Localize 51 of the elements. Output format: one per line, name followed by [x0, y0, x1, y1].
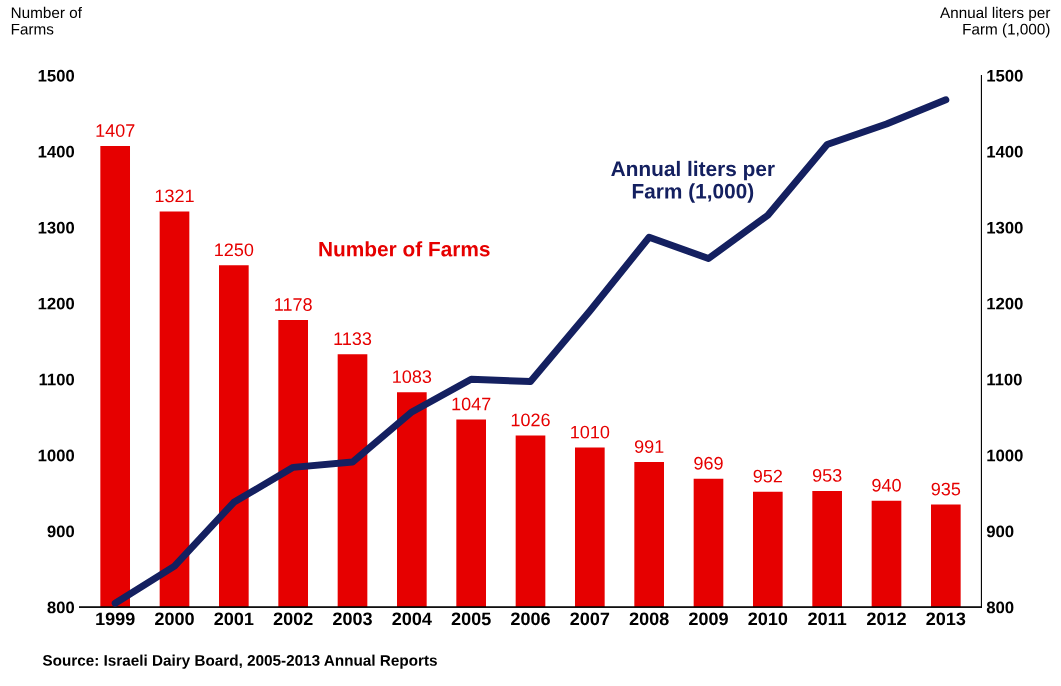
y-tick-label: 800 — [47, 601, 75, 614]
y-tick-label: 1400 — [38, 145, 75, 158]
data-label: 952 — [753, 469, 782, 483]
series-label: Annual liters per Farm (1,000) — [611, 160, 775, 203]
data-label: 969 — [694, 456, 723, 470]
data-label: 1010 — [571, 425, 610, 439]
y2-tick-label: 1500 — [987, 69, 1023, 82]
x-tick-label: 2010 — [748, 612, 788, 626]
y-tick-label: 1100 — [39, 373, 75, 386]
y-tick-label: 1200 — [38, 297, 75, 310]
data-label: 1047 — [452, 397, 491, 411]
y2-tick-label: 900 — [986, 525, 1014, 538]
y-tick-label: 1500 — [38, 69, 75, 82]
y-tick-label: 1300 — [38, 221, 75, 234]
source-note: Source: Israeli Dairy Board, 2005-2013 Annual Reports — [42, 654, 437, 669]
y2-tick-label: 1400 — [987, 145, 1023, 158]
x-tick-label: 2005 — [451, 612, 491, 626]
y2-tick-label: 1000 — [987, 449, 1023, 462]
data-label: 953 — [812, 469, 842, 482]
x-tick-label: 2007 — [570, 612, 610, 626]
x-tick-label: 2004 — [392, 612, 432, 626]
y2-axis-title: Annual liters per Farm (1,000) — [940, 6, 1051, 38]
x-tick-label: 2008 — [629, 612, 669, 626]
x-tick-label: 2009 — [689, 612, 728, 626]
data-label: 1026 — [511, 413, 550, 427]
data-label: 1083 — [393, 370, 432, 384]
x-tick-label: 2011 — [808, 612, 847, 626]
text: Number of Farms — [319, 241, 490, 257]
y2-tick-label: 1200 — [987, 297, 1023, 310]
y-axis-title: Number of Farms — [11, 6, 82, 35]
data-label: 1250 — [215, 243, 254, 257]
y-tick-label: 900 — [47, 525, 75, 538]
x-tick-label: 2002 — [273, 612, 313, 626]
x-tick-label: 2013 — [926, 612, 966, 626]
y-tick-label: 1000 — [38, 449, 75, 462]
data-label: 935 — [931, 482, 961, 496]
data-label: 940 — [872, 478, 901, 492]
y2-tick-label: 800 — [986, 601, 1014, 614]
x-tick-label: 2001 — [214, 612, 254, 626]
data-label: 1407 — [96, 124, 135, 137]
x-tick-label: 2006 — [511, 612, 550, 626]
y2-tick-label: 1300 — [987, 221, 1023, 234]
x-tick-label: 2012 — [867, 612, 906, 626]
x-tick-label: 2000 — [155, 612, 194, 626]
x-tick-label: 1999 — [96, 612, 135, 626]
data-label: 1321 — [155, 189, 194, 203]
data-label: 1133 — [334, 332, 372, 346]
data-label: 991 — [634, 440, 664, 453]
data-label: 1178 — [275, 298, 312, 311]
y2-tick-label: 1100 — [987, 373, 1022, 386]
x-tick-label: 2003 — [333, 612, 372, 626]
